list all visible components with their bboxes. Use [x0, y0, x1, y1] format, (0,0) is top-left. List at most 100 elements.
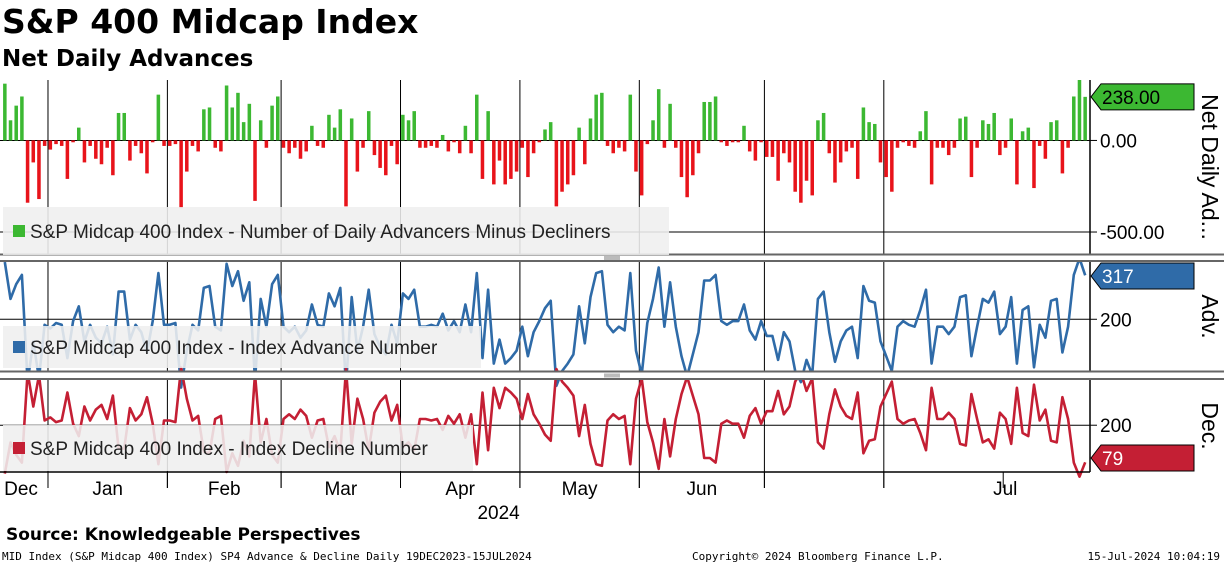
net-advance-bar [270, 105, 274, 141]
net-advance-bar [162, 140, 166, 146]
net-advance-bar [583, 140, 587, 165]
net-advance-bar [452, 140, 456, 143]
net-advance-bar [1060, 140, 1065, 174]
net-advance-bar [173, 140, 178, 145]
net-advance-bar [327, 114, 331, 141]
net-advance-bar [37, 140, 41, 200]
data-layer [3, 80, 1087, 478]
net-advance-bar [412, 111, 416, 141]
net-advance-bar [338, 109, 343, 141]
net-advance-bar [799, 140, 803, 203]
net-advance-bar [492, 140, 496, 185]
net-advance-bar [1049, 122, 1053, 141]
net-advance-bar [833, 140, 837, 183]
net-advance-bar [111, 140, 115, 176]
net-advance-bar [992, 112, 996, 141]
last-value-decline-flag [1090, 444, 1195, 472]
net-advance-bar [958, 118, 962, 141]
net-advance-bar [560, 140, 564, 192]
net-advance-bar [287, 140, 291, 154]
net-advance-bar [520, 140, 525, 148]
net-advance-bar [349, 118, 354, 141]
net-advance-bar [628, 94, 633, 141]
net-advance-bar [594, 94, 598, 141]
y-tick-label: 200 [1100, 310, 1132, 331]
net-advance-bar [276, 96, 280, 141]
net-advance-bar [94, 140, 98, 159]
net-advance-bar [48, 140, 53, 150]
net-advance-bar [150, 140, 155, 143]
axis-layer: 0.00 -500.00 200 200 238.00 317 79 Net Daily Ad… [4, 83, 1223, 524]
net-advance-bar [133, 140, 138, 146]
net-advance-bar [679, 140, 684, 178]
x-tick-label: Jan [92, 479, 123, 500]
net-advance-bar [986, 123, 991, 141]
net-advance-bar [1072, 96, 1076, 141]
panel-resize-handle[interactable] [604, 373, 620, 378]
source-note: Source: Knowledgeable Perspectives [6, 525, 361, 545]
net-advance-bar [236, 92, 240, 141]
net-advance-bar [82, 140, 87, 163]
net-advance-bar [963, 116, 968, 141]
net-advance-bar [838, 140, 843, 163]
net-advance-bar [179, 140, 183, 209]
net-advance-bar [224, 85, 229, 141]
net-advance-bar [1083, 96, 1087, 141]
net-advance-bar [384, 140, 388, 176]
net-advance-bar [952, 140, 957, 148]
net-advance-bar [344, 140, 348, 207]
net-advance-bar [685, 140, 689, 198]
footer-copyright: Copyright© 2024 Bloomberg Finance L.P. [692, 550, 944, 563]
net-advance-bar [378, 140, 382, 168]
net-advance-bar [924, 111, 928, 141]
net-advance-bar [219, 140, 223, 152]
net-advance-bar [509, 140, 513, 179]
net-advance-bar [145, 140, 149, 174]
net-advance-bar [514, 140, 519, 172]
net-advance-bar [878, 140, 883, 163]
y-axis-title-net: Net Daily Ad... [1197, 94, 1223, 240]
net-advance-bar [321, 140, 326, 148]
y-axis-title-advance: Adv. [1197, 294, 1223, 338]
net-advance-bar [770, 140, 775, 157]
net-advance-bar [981, 120, 985, 141]
net-advance-bar [88, 140, 92, 146]
net-advance-bar [804, 140, 809, 181]
net-advance-bar [480, 140, 485, 179]
net-advance-bar [503, 140, 507, 185]
net-advance-bar [577, 127, 581, 141]
net-advance-bar [65, 140, 70, 179]
net-advance-bar [736, 140, 741, 143]
net-advance-bar [622, 140, 627, 152]
x-year-label: 2024 [477, 503, 520, 524]
net-advance-bar [747, 140, 752, 152]
net-advance-bar [969, 140, 974, 178]
net-advance-bar [196, 140, 200, 152]
net-advance-bar [20, 96, 24, 141]
legend-advance-swatch [13, 341, 25, 353]
net-advance-bar [139, 140, 144, 154]
net-advance-bar [253, 140, 257, 201]
net-advance-bar [855, 140, 860, 179]
net-advance-bar [128, 140, 132, 161]
net-advance-bar [389, 140, 394, 146]
last-value-advance-label: 317 [1102, 267, 1134, 288]
net-advance-bar [298, 140, 303, 159]
net-advance-bar [861, 107, 866, 141]
net-advance-bar [1037, 140, 1042, 146]
net-advance-bar [116, 112, 121, 141]
net-advance-bar [884, 140, 888, 178]
panel-resize-handle[interactable] [604, 256, 620, 260]
footer-ticker-info: MID Index (S&P Midcap 400 Index) SP4 Adv… [2, 550, 532, 563]
net-advance-bar [1043, 140, 1048, 159]
net-advance-bar [605, 140, 610, 146]
net-advance-bar [366, 111, 371, 141]
net-advance-bar [1015, 140, 1019, 185]
net-advance-bar [332, 127, 337, 141]
last-value-net-label: 238.00 [1102, 88, 1160, 109]
net-advance-bar [725, 140, 729, 146]
legend-net-label: S&P Midcap 400 Index - Number of Daily A… [30, 222, 610, 243]
net-advance-bar [531, 140, 536, 154]
net-advance-bar [207, 107, 212, 141]
